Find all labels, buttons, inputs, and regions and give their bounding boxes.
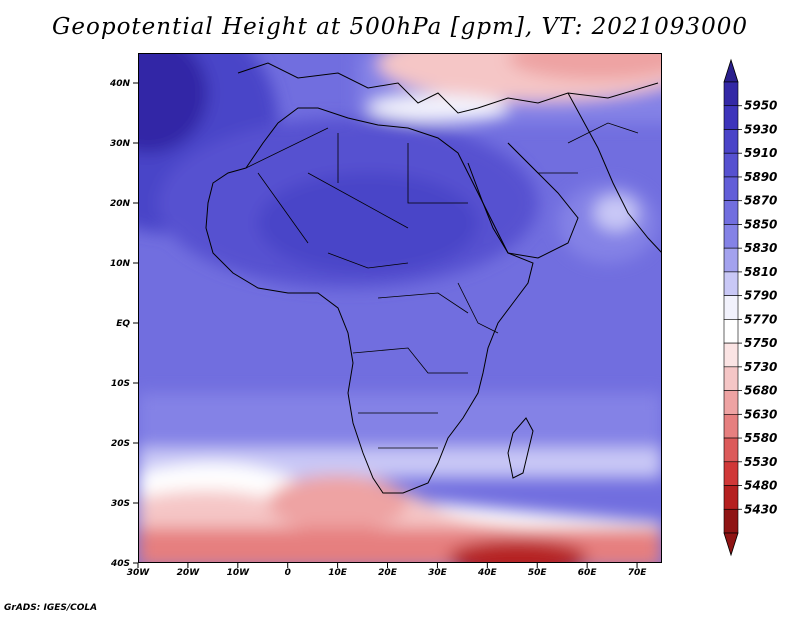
- grads-credit: GrADS: IGES/COLA: [4, 603, 98, 613]
- colorbar-swatch: [723, 200, 739, 225]
- colorbar-label: 5830: [744, 241, 777, 255]
- colorbar-label: 5580: [744, 431, 777, 445]
- lat-label: 20S: [111, 439, 130, 449]
- colorbar-label: 5770: [744, 312, 777, 326]
- colorbar-swatch: [723, 105, 739, 130]
- colorbar-swatch: [723, 81, 739, 107]
- border-mideast-1: [507, 142, 578, 174]
- colorbar-swatch: [723, 461, 739, 486]
- colorbar-bottom-arrow: [723, 532, 739, 557]
- colorbar-top-arrow: [723, 58, 739, 83]
- lon-label: 10E: [328, 568, 348, 578]
- lon-label: 10W: [227, 568, 251, 578]
- colorbar-label: 5870: [744, 194, 777, 208]
- lon-label: 70E: [628, 568, 648, 578]
- colorbar-label: 5730: [744, 360, 777, 374]
- field-atlantic-core: [138, 53, 208, 153]
- colorbar-swatch: [723, 390, 739, 415]
- lon-label: 20E: [378, 568, 398, 578]
- map-frame: [138, 53, 662, 563]
- colorbar-label: 5950: [744, 99, 777, 113]
- lon-label: 30W: [127, 568, 151, 578]
- colorbar-label: 5430: [744, 502, 777, 516]
- lon-label: 20W: [177, 568, 201, 578]
- colorbar-label: 5910: [744, 146, 777, 160]
- europe-coast: [237, 62, 659, 114]
- madagascar: [507, 417, 534, 479]
- colorbar-swatch: [723, 295, 739, 320]
- colorbar-swatch: [723, 319, 739, 344]
- map-plot: [138, 53, 662, 563]
- colorbar-swatch: [723, 271, 739, 296]
- field-trough-east: [448, 540, 588, 563]
- coastlines: [205, 62, 662, 494]
- field-med-core: [508, 53, 662, 80]
- field-med-white: [368, 94, 508, 122]
- colorbar-label: 5680: [744, 384, 777, 398]
- lat-label: 30N: [110, 139, 131, 149]
- colorbar-label: 5530: [744, 455, 777, 469]
- field-south-lavender: [138, 393, 662, 453]
- lon-label: 40E: [477, 568, 498, 578]
- colorbar-label: 5810: [744, 265, 777, 279]
- colorbar-label: 5480: [744, 479, 777, 493]
- lat-label: EQ: [116, 319, 130, 329]
- colorbar-swatch: [723, 224, 739, 249]
- border-east-1: [457, 282, 499, 334]
- border-asia-1: [567, 122, 639, 144]
- colorbar-swatch: [723, 342, 739, 368]
- country-borders: [245, 122, 639, 449]
- asia-coast: [567, 92, 662, 254]
- africa-coastline: [205, 107, 534, 494]
- lat-label: 40S: [110, 559, 130, 569]
- colorbar-label: 5630: [744, 407, 777, 421]
- field-sahara-core: [258, 173, 478, 273]
- border-sahara-2: [257, 172, 309, 244]
- colorbar-swatch: [723, 247, 739, 273]
- border-central-1: [327, 252, 409, 269]
- colorbar-swatch: [723, 129, 739, 154]
- colorbar-swatch: [723, 152, 739, 178]
- chart-title: Geopotential Height at 500hPa [gpm], VT:…: [52, 14, 748, 40]
- border-sahara-5: [407, 143, 468, 204]
- colorbar-label: 5930: [744, 122, 777, 136]
- lat-label: 30S: [111, 499, 130, 509]
- colorbar-label: 5790: [744, 289, 777, 303]
- colorbar-swatch: [723, 176, 739, 201]
- border-central-2: [377, 292, 469, 314]
- field-trough-west: [268, 475, 408, 531]
- lat-label: 40N: [109, 79, 131, 89]
- lat-label: 10N: [110, 259, 131, 269]
- lon-label: 0: [285, 568, 291, 578]
- lon-label: 30E: [428, 568, 448, 578]
- colorbar-swatch: [723, 414, 739, 439]
- border-sahara-3: [307, 172, 409, 229]
- colorbar-swatch: [723, 508, 739, 534]
- lat-label: 20N: [110, 199, 131, 209]
- colorbar-swatch: [723, 485, 739, 510]
- lat-label: 10S: [111, 379, 130, 389]
- lon-label: 50E: [528, 568, 548, 578]
- colorbar-label: 5750: [744, 336, 777, 350]
- lon-label: 60E: [578, 568, 598, 578]
- colorbar-label: 5850: [744, 217, 777, 231]
- arabia-coast: [467, 142, 579, 259]
- colorbar-swatch: [723, 366, 739, 391]
- border-sahara-1: [245, 127, 329, 169]
- border-central-3: [352, 347, 468, 374]
- colorbar-label: 5890: [744, 170, 777, 184]
- colorbar-swatch: [723, 437, 739, 463]
- field-arabia-lighter: [594, 195, 638, 231]
